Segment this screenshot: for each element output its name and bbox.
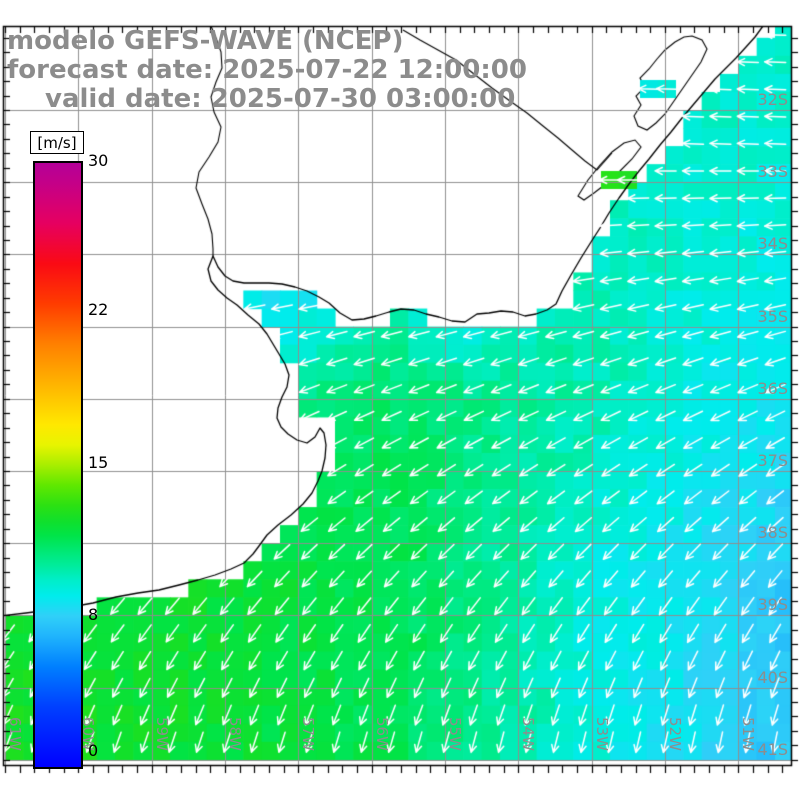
lon-label-59W: 59W	[153, 717, 171, 751]
lon-label-51W: 51W	[739, 717, 757, 751]
valid-date-line: valid date: 2025-07-30 03:00:00	[45, 84, 516, 114]
lon-label-55W: 55W	[446, 717, 464, 751]
lon-label-53W: 53W	[593, 717, 611, 751]
lon-label-52W: 52W	[666, 717, 684, 751]
lat-label-37S: 37S	[757, 451, 788, 470]
lat-label-33S: 33S	[757, 162, 788, 181]
lon-label-61W: 61W	[6, 717, 24, 751]
lat-label-34S: 34S	[757, 234, 788, 253]
colorbar-tick-8: 8	[88, 605, 99, 624]
lat-label-40S: 40S	[757, 668, 788, 687]
colorbar-tick-15: 15	[88, 453, 109, 472]
colorbar-tick-30: 30	[88, 151, 109, 170]
lon-label-58W: 58W	[226, 717, 244, 751]
lat-label-36S: 36S	[757, 379, 788, 398]
colorbar-tick-22: 22	[88, 300, 109, 319]
forecast-date-line: forecast date: 2025-07-22 12:00:00	[7, 55, 527, 85]
lat-label-41S: 41S	[757, 740, 788, 759]
colorbar-unit-label: [m/s]	[30, 131, 84, 154]
plot-title-block: modelo GEFS-WAVE (NCEP) forecast date: 2…	[7, 27, 527, 114]
lon-label-57W: 57W	[299, 717, 317, 751]
speed-colorbar	[33, 161, 83, 769]
lon-label-54W: 54W	[519, 717, 537, 751]
lat-label-38S: 38S	[757, 523, 788, 542]
model-title: modelo GEFS-WAVE (NCEP)	[7, 26, 404, 56]
colorbar-tick-0: 0	[88, 741, 99, 760]
lat-label-32S: 32S	[757, 90, 788, 109]
lat-label-35S: 35S	[757, 307, 788, 326]
lon-label-56W: 56W	[373, 717, 391, 751]
lat-label-39S: 39S	[757, 595, 788, 614]
